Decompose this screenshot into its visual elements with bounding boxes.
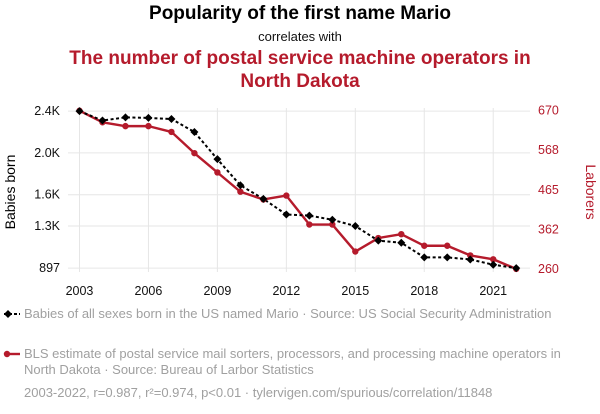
legend-label-series2: BLS estimate of postal service mail sort… [24, 346, 561, 377]
x-tick-label: 2009 [203, 284, 231, 298]
series1-point [397, 238, 406, 247]
series1-point [259, 194, 268, 203]
series1-point [305, 211, 314, 220]
series2-line [78, 109, 517, 271]
gridlines [68, 108, 530, 272]
chart-title-secondary: The number of postal service machine ope… [69, 48, 531, 92]
series2-point [237, 188, 244, 195]
series-markers [75, 107, 521, 273]
series1-point [98, 116, 107, 125]
series1-point [75, 107, 84, 116]
x-axis-ticks: 2003 2006 2009 2012 2015 2018 2021 [66, 284, 508, 298]
series1-point [512, 264, 521, 273]
series2-point [329, 221, 336, 228]
series1-point [466, 255, 475, 264]
legend-marks [3, 310, 20, 358]
left-axis-label: Babies born [2, 155, 18, 230]
legend-marker-series2 [3, 350, 11, 358]
series2-point [145, 122, 152, 130]
series2-point [283, 192, 290, 199]
x-tick-label: 2015 [341, 284, 369, 298]
x-tick-label: 2006 [135, 284, 163, 298]
left-tick-label: 897 [39, 261, 60, 275]
series1-point [489, 260, 498, 269]
left-tick-label: 2.4K [34, 104, 60, 118]
series2-point [306, 221, 313, 228]
series1-point [282, 210, 291, 219]
series2-point [467, 252, 474, 259]
series2-point [490, 256, 497, 263]
right-axis-ticks: 260 362 465 568 670 [538, 104, 559, 276]
left-tick-label: 2.0K [34, 146, 60, 160]
series-lines [78, 109, 517, 271]
series2-point [214, 169, 221, 176]
left-tick-label: 1.6K [34, 188, 60, 202]
left-axis-ticks: 897 1.3K 1.6K 2.0K 2.4K [34, 104, 60, 275]
right-tick-label: 362 [538, 223, 559, 237]
legend-label-series1: Babies of all sexes born in the US named… [24, 306, 552, 321]
x-tick-label: 2018 [410, 284, 438, 298]
series1-point [213, 155, 222, 164]
series1-point [144, 113, 153, 122]
series2-point [352, 248, 359, 255]
x-tick-label: 2021 [479, 284, 507, 298]
series2-point [398, 230, 405, 238]
series1-point [167, 114, 176, 123]
series2-point [444, 242, 451, 249]
series1-line [79, 110, 517, 270]
right-axis-label: Laborers [583, 164, 599, 219]
series1-point [443, 253, 452, 262]
right-tick-label: 568 [538, 143, 559, 157]
right-tick-label: 260 [538, 262, 559, 276]
right-tick-label: 670 [538, 104, 559, 118]
chart-subtitle: correlates with [258, 29, 342, 44]
series1-point [351, 222, 360, 231]
left-tick-label: 1.3K [34, 219, 60, 233]
x-tick-label: 2012 [272, 284, 300, 298]
chart-footer: 2003-2022, r=0.987, r²=0.974, p<0.01 · t… [24, 385, 493, 400]
series1-point [328, 215, 337, 224]
right-tick-label: 465 [538, 183, 559, 197]
series1-point [236, 181, 245, 190]
legend-marker-series1 [4, 310, 12, 318]
series2-point [421, 242, 428, 249]
x-tick-label: 2003 [66, 284, 94, 298]
series2-point [122, 122, 129, 130]
series1-point [121, 113, 130, 122]
series1-point [420, 253, 429, 262]
series1-point [374, 236, 383, 245]
series2-point [168, 128, 175, 136]
chart-title: Popularity of the first name Mario [149, 3, 451, 24]
series2-point [191, 149, 198, 157]
series1-point [190, 128, 199, 137]
